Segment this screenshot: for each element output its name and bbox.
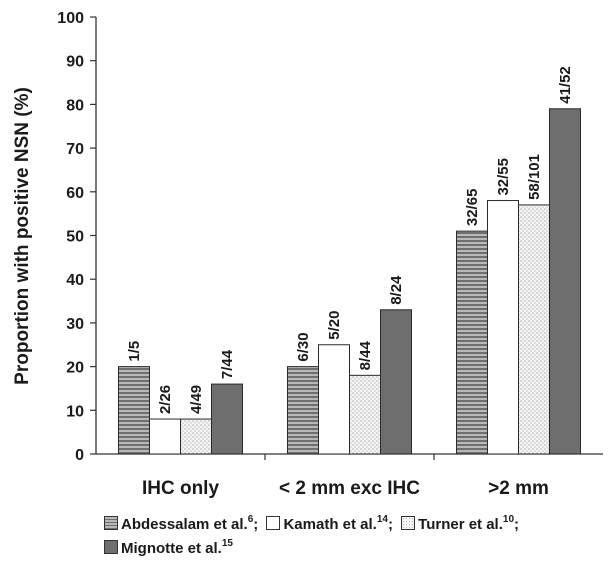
legend: Abdessalam et al.6; Kamath et al.14; Tur… [104,508,604,557]
bars [118,108,581,455]
y-tick-label: 40 [66,272,84,289]
data-label: 8/44 [357,340,374,370]
legend-item-mignotte: Mignotte et al.15 [104,532,233,561]
legend-item-turner: Turner et al.10; [401,508,519,537]
y-axis-title: Proportion with positive NSN (%) [12,87,33,385]
legend-line-2: Mignotte et al.15 [104,532,604,557]
bar-chart: 0 10 20 30 40 50 60 70 80 90 100 1/5 2/26 4/49 7/44 6/… [12,10,603,499]
data-label: 7/44 [219,349,236,379]
y-tick-label: 60 [66,185,84,202]
y-tick-label: 30 [66,316,84,333]
data-label: 58/101 [526,154,543,200]
bar [287,366,319,455]
data-labels: 1/5 2/26 4/49 7/44 6/30 5/20 8/44 8/24 32/65 32/5… [126,66,574,414]
category-label: < 2 mm exc IHC [279,478,420,499]
y-axis: 0 10 20 30 40 50 60 70 80 90 100 [57,10,603,464]
bar [380,309,412,455]
y-tick-label: 70 [66,141,84,158]
data-label: 6/30 [295,332,312,361]
legend-swatch-kamath [266,516,281,530]
bar [211,383,243,455]
category-label: >2 mm [488,478,549,499]
y-tick-label: 20 [66,360,84,377]
legend-label-turner: Turner et al. [418,516,503,533]
bar [180,418,212,455]
data-label: 5/20 [326,311,343,340]
x-axis: IHC only < 2 mm exc IHC >2 mm [142,454,549,499]
bar [487,200,519,455]
legend-swatch-abdessalam [104,516,118,530]
data-label: 32/65 [464,189,481,227]
data-label: 2/26 [157,385,174,414]
legend-label-mignotte: Mignotte et al. [121,540,222,557]
legend-line-1: Abdessalam et al.6; Kamath et al.14; Tur… [104,508,604,533]
legend-swatch-mignotte [104,540,118,554]
category-label: IHC only [142,478,219,499]
legend-item-kamath: Kamath et al.14; [266,508,393,537]
bar [149,418,181,455]
data-label: 41/52 [557,66,574,104]
y-tick-label: 10 [66,403,84,420]
y-tick-label: 50 [66,229,84,246]
bar [518,204,550,455]
legend-ref-kamath: 14 [376,514,388,525]
legend-item-abdessalam: Abdessalam et al.6; [104,508,258,537]
y-tick-label: 90 [66,54,84,71]
legend-label-abdessalam: Abdessalam et al. [121,516,248,533]
bar [349,374,381,455]
bar [118,366,150,455]
bar [318,344,350,455]
y-tick-label: 0 [75,447,84,464]
data-label: 4/49 [188,385,205,414]
legend-ref-mignotte: 15 [221,538,233,549]
legend-ref-abdessalam: 6 [247,514,254,525]
data-label: 8/24 [388,275,405,305]
legend-swatch-turner [401,516,416,530]
legend-label-kamath: Kamath et al. [283,516,377,533]
legend-ref-turner: 10 [502,514,515,525]
data-label: 32/55 [495,158,512,196]
bar [456,230,488,455]
y-tick-label: 100 [57,10,84,27]
y-tick-label: 80 [66,97,84,114]
data-label: 1/5 [126,341,143,362]
bar [549,108,581,455]
